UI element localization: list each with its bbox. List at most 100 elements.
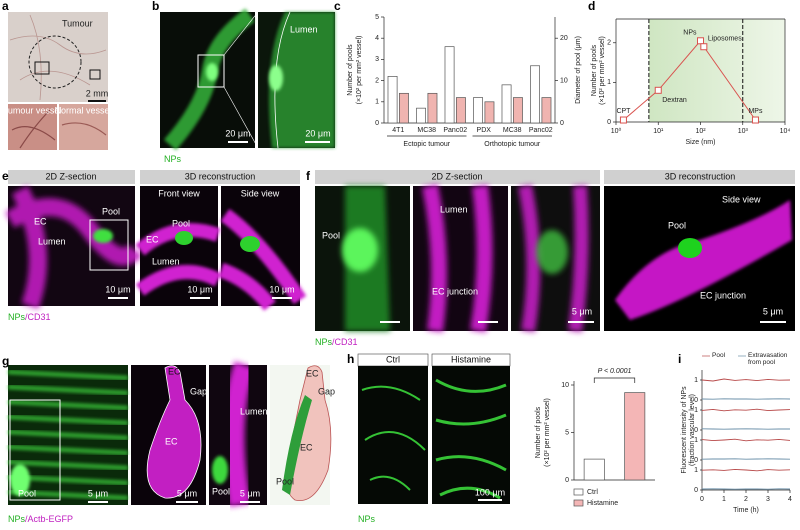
label: 5 μm [177, 488, 197, 498]
x-tick-label: 4 [788, 496, 792, 503]
image-shape [61, 122, 107, 136]
bar [387, 76, 398, 124]
y2-tick-label: 10 [560, 77, 568, 84]
y-tick-label: 0 [607, 119, 611, 126]
y-tick-label: 2 [375, 77, 379, 84]
label: 5 μm [88, 488, 108, 498]
image-shape [223, 86, 259, 149]
point-label: MPs [748, 108, 763, 115]
axis-label: (fraction vascular level) [689, 394, 696, 466]
label: Pool [322, 230, 340, 240]
image-shape [89, 69, 101, 80]
header: 2D Z-section [45, 171, 96, 181]
axis-label: (×10² per mm² vessel) [356, 36, 363, 105]
bar [501, 84, 512, 124]
label: EC [306, 368, 319, 378]
header: 2D Z-section [431, 171, 482, 181]
trace [701, 378, 791, 382]
label: Pool [18, 488, 36, 498]
bar [473, 97, 483, 124]
label: 5 μm [763, 306, 783, 316]
image-shape [604, 170, 795, 184]
legend: NPs/Actb-EGFP [8, 514, 73, 524]
y-tick-label: 0 [375, 120, 379, 127]
point-label: Dextran [662, 97, 687, 104]
point [697, 37, 704, 45]
legend: NPs [164, 154, 182, 164]
y-tick-label: 4 [375, 35, 379, 42]
label: EC junction [432, 286, 478, 296]
image-shape [9, 14, 107, 101]
label: 5 μm [572, 306, 592, 316]
label: EC [300, 442, 313, 452]
y-tick-label: 5 [375, 14, 379, 21]
image-shape [223, 11, 259, 56]
label: Tumour vessel [3, 105, 62, 115]
x-axis-label: Time (h) [733, 507, 759, 514]
x-tick-label: Panc02 [529, 127, 553, 134]
y2-tick-label: 20 [560, 35, 568, 42]
image-shape [8, 12, 108, 102]
header: 3D reconstruction [665, 171, 736, 181]
header: 3D reconstruction [185, 171, 256, 181]
label: Lumen [38, 236, 66, 246]
point [700, 43, 708, 51]
image-shape [422, 184, 493, 333]
x-tick-label: 10⁰ [611, 127, 622, 135]
panel-letter: h [347, 352, 354, 366]
label: EC [165, 436, 178, 446]
legend-label: Pool [712, 352, 726, 359]
image-shape [615, 200, 792, 320]
annotation: P < 0.0001 [598, 368, 632, 375]
x-tick-label: MC38 [503, 127, 522, 134]
bar [416, 107, 426, 124]
point-label: NPs [683, 30, 697, 37]
image-shape [9, 399, 61, 501]
image-shape [10, 464, 30, 496]
legend-part: NPs [358, 514, 376, 524]
y-tick-label: 0 [694, 397, 698, 404]
axis-label: (×10² per mm² vessel) [599, 36, 606, 105]
shade [648, 19, 785, 122]
y-tick-label: 0 [565, 477, 569, 484]
label: EC junction [700, 290, 746, 300]
label: Normal vessel [54, 105, 111, 115]
image-shape [282, 395, 312, 495]
image-shape [361, 385, 426, 491]
x-tick-label: 10³ [738, 128, 749, 135]
image-shape [34, 61, 50, 75]
x-tick-label: 4T1 [392, 127, 404, 134]
label: EC [168, 366, 181, 376]
x-tick-label: 0 [700, 496, 704, 503]
label: Front view [158, 188, 200, 198]
bar [513, 97, 523, 124]
image-shape [212, 456, 228, 484]
x-tick-label: 10⁴ [780, 128, 791, 135]
label: 20 μm [305, 128, 330, 138]
y-tick-label: 0 [694, 487, 698, 494]
label: Lumen [240, 406, 268, 416]
y-tick-label: 1 [607, 79, 611, 86]
point [654, 86, 662, 94]
label: EC [34, 216, 47, 226]
axis-label: Number of pools [591, 44, 598, 96]
header: Histamine [451, 354, 491, 364]
y-tick-label: 1 [694, 377, 698, 384]
legend: NPs/CD31 [315, 337, 358, 347]
legend-part: /CD31 [25, 312, 51, 322]
legend-part: NPs [315, 337, 333, 347]
y-tick-label: 1 [694, 467, 698, 474]
bar [484, 101, 495, 124]
image-shape [175, 231, 193, 245]
x-tick-label: MC38 [417, 127, 436, 134]
image-shape [7, 429, 129, 441]
y-tick-label: 1 [694, 407, 698, 414]
point [751, 116, 759, 124]
label: Side view [241, 188, 280, 198]
panel-letter: c [334, 0, 341, 13]
bar [624, 392, 646, 481]
label: Lumen [440, 204, 468, 214]
x-axis-label: Size (nm) [686, 139, 716, 146]
header: Ctrl [386, 354, 400, 364]
